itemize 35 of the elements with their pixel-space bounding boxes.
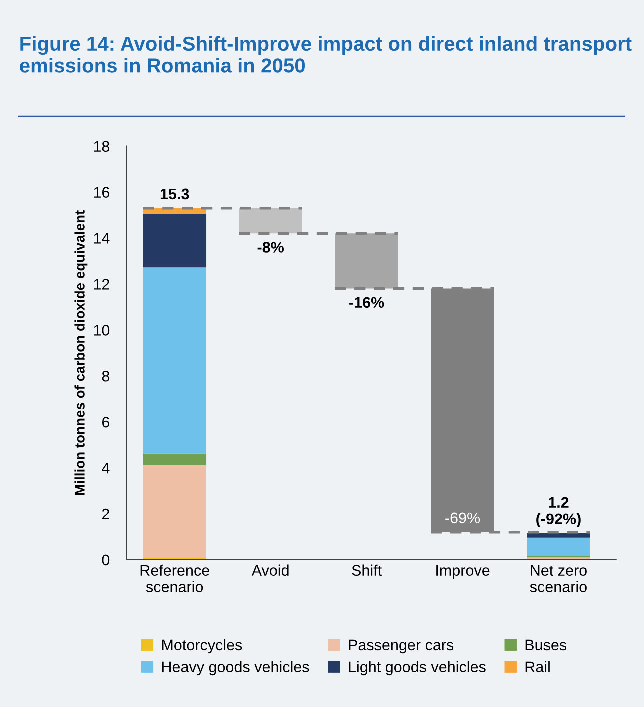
y-tick-label: 14 (94, 233, 110, 244)
chart-title: Figure 14: Avoid-Shift-Improve impact on direct inland transport emissions in Romania in 2050 (20, 36, 632, 73)
legend-label: Heavy goods vehicles (162, 661, 310, 676)
y-tick-label: 12 (94, 279, 110, 290)
bar (527, 538, 590, 556)
bar (335, 234, 398, 289)
bar (143, 214, 207, 268)
y-tick-label: 6 (102, 416, 110, 428)
legend-label: Passenger cars (349, 640, 454, 654)
bar (143, 465, 207, 558)
annotation: -16% (350, 297, 384, 308)
legend-label: Motorcycles (162, 639, 242, 654)
x-tick-label: Improve (436, 565, 490, 580)
y-axis-title: Million tonnes of carbon dioxide equivalent (74, 210, 88, 495)
y-tick-label: 10 (94, 325, 110, 336)
y-tick-label: 0 (102, 554, 110, 566)
y-tick-label: 16 (94, 187, 110, 198)
x-tick-label: Avoid (252, 564, 289, 576)
annotation: -69% (446, 512, 480, 524)
y-tick-label: 18 (94, 141, 110, 152)
x-tick-label: Reference scenario (140, 564, 210, 592)
total-label: 15.3 (160, 188, 190, 200)
bar (143, 268, 207, 454)
y-tick-label: 8 (102, 370, 110, 382)
total-label: 1.2 (-92%) (536, 497, 581, 528)
x-tick-label: Net zero scenario (530, 565, 587, 592)
bar (143, 454, 207, 466)
bar (239, 208, 302, 234)
annotation: -8% (258, 242, 284, 253)
legend-label: Rail (526, 661, 550, 673)
y-tick-label: 2 (102, 508, 110, 520)
y-tick-label: 4 (102, 463, 110, 474)
x-tick-label: Shift (352, 564, 382, 576)
legend-label: Light goods vehicles (349, 661, 486, 676)
legend-label: Buses (526, 640, 567, 651)
